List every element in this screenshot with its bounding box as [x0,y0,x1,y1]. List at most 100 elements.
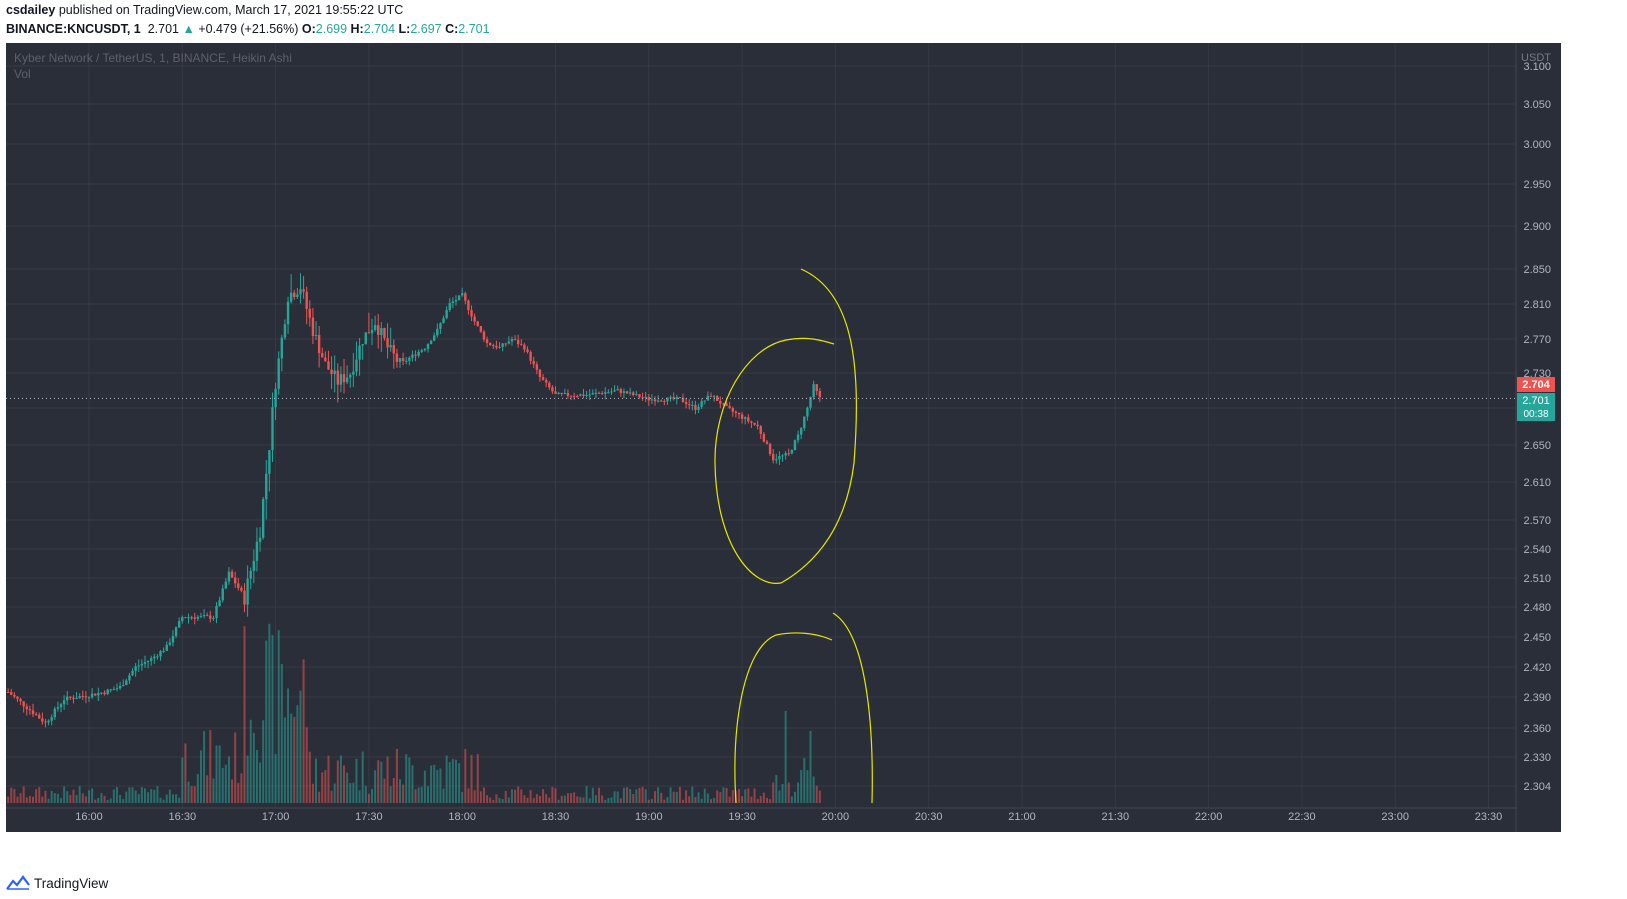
price-chart[interactable]: 2.304 2.330 2.360 2.390 2.420 2.450 2.480 2.510… [6,43,1561,832]
candle-body [796,434,800,441]
candle-body [516,339,520,345]
open-label: O: [301,22,316,36]
currency-label: USDT [1521,52,1551,64]
price-axis-panel[interactable] [1516,43,1561,832]
volume-bar [206,775,209,803]
candle-body [644,396,647,398]
candle-body [706,395,710,401]
volume-bar [88,790,90,803]
volume-bar [812,776,815,803]
candle-body [768,443,772,455]
volume-bar [607,797,610,803]
high-price-badge: 2.704 [1517,377,1555,392]
candle-body [548,382,551,388]
candle-body [454,300,458,302]
candle-body [476,321,479,326]
candle-body [784,453,787,456]
volume-bar [125,791,128,803]
y-tick-label: 2.304 [1523,781,1551,793]
volume-bar [423,770,426,803]
countdown-text: 00:38 [1523,409,1548,420]
volume-bar [582,797,585,803]
volume-bar [678,786,681,803]
y-tick-label: 2.450 [1523,632,1551,644]
candle-body [451,301,455,304]
candle-body [90,693,94,698]
volume-bar [514,789,517,803]
candle-body [112,689,116,691]
volume-bar [19,793,22,803]
candle-body [604,392,607,394]
volume-bar [147,792,150,803]
candle-body [100,692,103,694]
y-tick-label: 2.510 [1523,573,1551,585]
volume-bar [439,768,442,803]
x-tick-label: 17:30 [355,811,383,823]
y-tick-label: 2.330 [1523,752,1551,764]
candle-body [196,616,200,619]
candle-body [171,635,175,643]
volume-bar [122,799,125,803]
volume-bar [308,751,311,803]
close-value: 2.701 [458,22,490,36]
candle-body [513,338,517,340]
candle-body [277,358,280,389]
close-label: C: [445,22,459,36]
volume-bar [538,795,541,803]
candle-body [386,338,389,348]
symbol-info-line: BINANCE:KNCUSDT, 1 2.701 ▲ +0.479 (+21.5… [6,22,490,36]
candle-body [280,337,284,359]
volume-bar [507,797,510,803]
candle-body [772,454,775,461]
volume-bar [800,770,803,803]
candle-body [731,408,734,412]
candle-body [355,359,358,372]
volume-bar [542,789,545,803]
volume-bar [153,789,156,803]
volume-bar [697,792,700,803]
volume-bar [209,730,212,803]
candle-body [628,392,632,394]
volume-bar [510,789,513,803]
candle-body [84,696,88,698]
volume-bar [343,765,346,803]
candle-body [205,615,209,617]
candle-body [103,692,106,695]
volume-bar [103,795,106,803]
volume-bar [598,787,601,803]
volume-bar [622,787,625,803]
footer-brand[interactable]: TradingView [6,872,108,894]
volume-bar [265,640,268,803]
candle-body [461,293,464,296]
volume-bar [641,786,644,803]
volume-bar [287,688,290,803]
volume-bar [75,794,78,803]
x-tick-label: 21:00 [1008,811,1036,823]
candle-body [268,450,271,474]
volume-bar [737,789,740,803]
candle-body [607,392,610,394]
volume-bar [140,787,143,803]
author-name[interactable]: csdailey [6,3,56,17]
x-tick-label: 19:30 [728,811,756,823]
volume-bar [203,731,206,803]
volume-bar [389,786,392,803]
volume-bar [277,630,280,803]
volume-bar [420,786,423,803]
candle-body [352,371,355,375]
volume-bar [196,774,199,803]
volume-bar [579,797,582,803]
volume-bar [119,794,122,803]
volume-bar [744,789,747,803]
candle-body [479,325,483,332]
volume-bar [13,789,16,803]
volume-bar [479,791,482,803]
chart-grid [6,43,1516,808]
y-tick-label: 3.000 [1523,139,1551,151]
y-tick-label: 2.770 [1523,334,1551,346]
volume-bar [44,790,47,803]
candle-body [638,394,641,398]
volume-bars [7,623,821,803]
volume-bar [367,793,370,803]
volume-bar [346,772,349,803]
